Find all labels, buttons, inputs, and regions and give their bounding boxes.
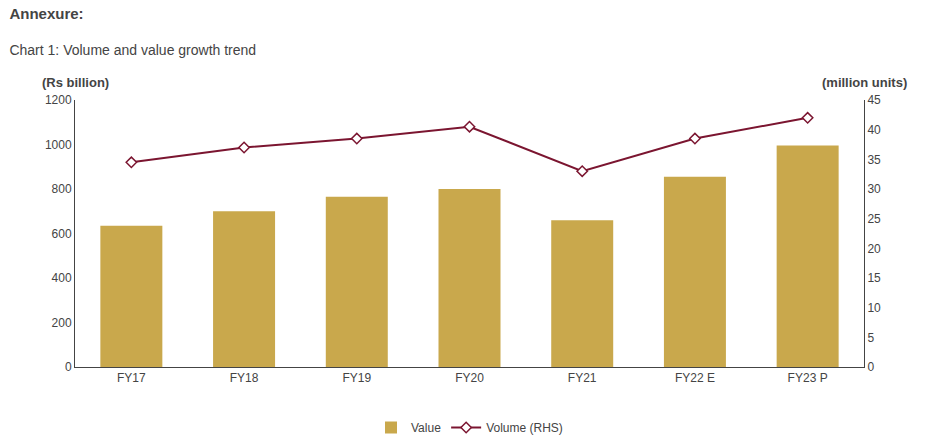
svg-text:1200: 1200 [45,93,72,107]
svg-text:FY20: FY20 [455,371,484,385]
svg-text:45: 45 [867,93,881,107]
svg-text:Annexure:: Annexure: [9,5,83,22]
svg-text:0: 0 [65,360,72,374]
svg-text:FY18: FY18 [230,371,259,385]
svg-text:(Rs billion): (Rs billion) [42,75,109,90]
svg-text:FY17: FY17 [117,371,146,385]
svg-text:0: 0 [867,360,874,374]
svg-text:(million units): (million units) [822,75,907,90]
svg-text:Volume (RHS): Volume (RHS) [486,421,563,435]
svg-text:200: 200 [52,316,72,330]
svg-text:FY23 P: FY23 P [788,371,828,385]
svg-text:400: 400 [52,271,72,285]
svg-text:5: 5 [867,331,874,345]
svg-text:FY22 E: FY22 E [675,371,715,385]
svg-text:35: 35 [867,153,881,167]
svg-text:25: 25 [867,212,881,226]
svg-text:1000: 1000 [45,138,72,152]
svg-text:Value: Value [411,421,441,435]
svg-text:10: 10 [867,301,881,315]
svg-text:30: 30 [867,182,881,196]
svg-text:FY21: FY21 [568,371,597,385]
svg-text:FY19: FY19 [342,371,371,385]
svg-text:20: 20 [867,242,881,256]
svg-text:Chart 1: Volume and value grow: Chart 1: Volume and value growth trend [9,42,256,58]
svg-text:15: 15 [867,271,881,285]
svg-text:800: 800 [52,182,72,196]
svg-text:600: 600 [52,227,72,241]
svg-text:40: 40 [867,123,881,137]
